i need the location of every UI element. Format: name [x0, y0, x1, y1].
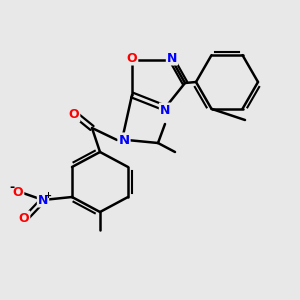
Text: N: N — [38, 194, 48, 206]
Text: +: + — [44, 190, 52, 200]
Text: O: O — [13, 185, 23, 199]
Text: O: O — [69, 109, 79, 122]
Text: -: - — [9, 181, 15, 194]
Text: O: O — [19, 212, 29, 224]
Text: N: N — [160, 103, 170, 116]
Text: O: O — [127, 52, 137, 64]
Text: N: N — [167, 52, 177, 64]
Text: N: N — [118, 134, 130, 146]
